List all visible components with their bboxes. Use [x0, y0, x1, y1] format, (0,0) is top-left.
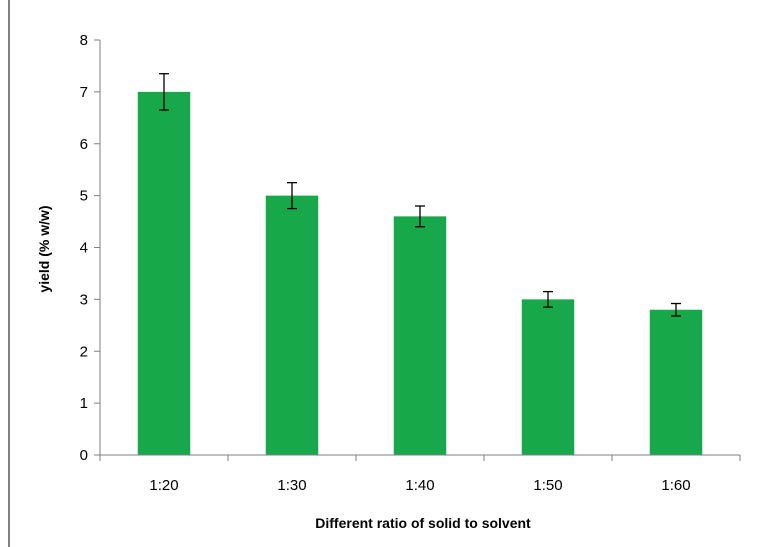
bar: [521, 299, 575, 455]
y-tick-label: 0: [80, 447, 88, 464]
y-tick-label: 1: [80, 395, 88, 412]
y-tick-label: 5: [80, 188, 88, 205]
x-tick-label: 1:20: [149, 477, 178, 494]
x-tick-label: 1:40: [405, 477, 434, 494]
x-tick-label: 1:50: [533, 477, 562, 494]
y-tick-label: 6: [80, 136, 88, 153]
y-tick-label: 2: [80, 343, 88, 360]
bar: [649, 309, 703, 455]
error-bars-group: [159, 73, 681, 317]
x-tick-label: 1:30: [277, 477, 306, 494]
y-tick-label: 3: [80, 291, 88, 308]
bar: [265, 195, 319, 455]
y-axis-title: yield (% w/w): [36, 205, 52, 292]
x-axis-title: Different ratio of solid to solvent: [315, 515, 531, 531]
y-tick-label: 7: [80, 84, 88, 101]
bar: [393, 216, 447, 455]
y-tick-labels-group: 0 1 2 3 4 5 6 7 8: [80, 32, 88, 464]
axes-group: [94, 39, 741, 461]
bar: [137, 91, 191, 455]
x-tick-labels-group: 1:20 1:30 1:40 1:50 1:60: [149, 477, 690, 494]
x-tick-label: 1:60: [661, 477, 690, 494]
y-tick-label: 4: [80, 240, 88, 257]
y-tick-label: 8: [80, 32, 88, 49]
bars-group: [137, 91, 703, 455]
